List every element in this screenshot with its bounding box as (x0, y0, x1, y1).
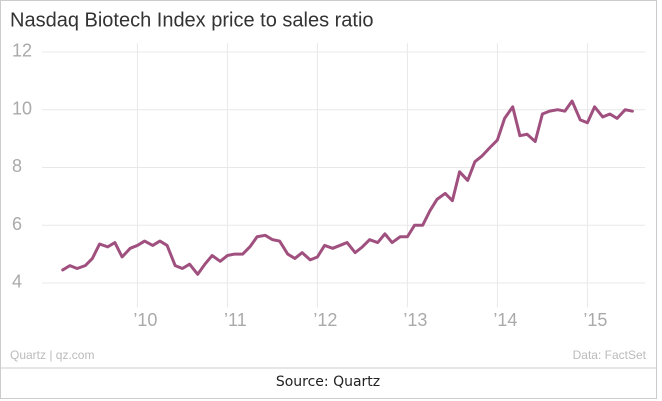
chart-title: Nasdaq Biotech Index price to sales rati… (10, 9, 374, 31)
x-tick-label: ’13 (403, 310, 427, 330)
x-tick-label: ’11 (224, 310, 247, 330)
y-tick-label: 4 (12, 272, 22, 292)
y-tick-label: 12 (12, 41, 32, 61)
x-tick-label: ’12 (313, 310, 337, 330)
line (61, 99, 634, 276)
source-right: Data: FactSet (573, 348, 647, 362)
x-tick-label: ’15 (583, 310, 607, 330)
y-tick-label: 8 (12, 156, 22, 176)
caption: Source: Quartz (276, 374, 380, 390)
source-left: Quartz | qz.com (10, 348, 94, 362)
y-tick-label: 6 (12, 214, 22, 234)
y-tick-label: 10 (12, 98, 32, 118)
x-tick-label: ’14 (493, 310, 517, 330)
x-tick-label: ’10 (133, 310, 157, 330)
